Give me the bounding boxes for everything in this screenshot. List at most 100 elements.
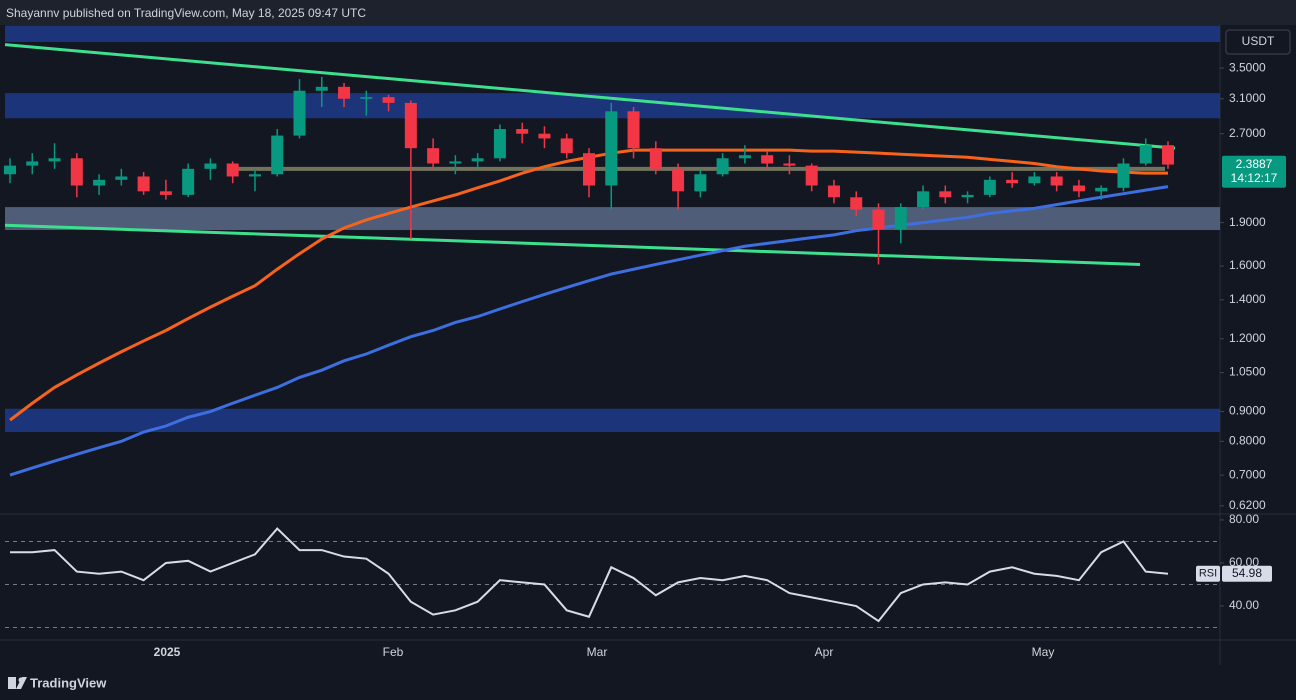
candle xyxy=(4,158,16,184)
candle xyxy=(605,102,618,210)
zone xyxy=(5,207,1220,231)
footer-bar xyxy=(0,665,1296,700)
candle-body xyxy=(961,194,974,198)
rsi-value: 54.98 xyxy=(1232,566,1262,580)
candle xyxy=(1050,172,1063,192)
x-tick-label: Apr xyxy=(815,645,834,659)
y-tick-label: 3.5000 xyxy=(1229,60,1266,74)
candle xyxy=(1006,172,1019,188)
y-tick-label: 1.6000 xyxy=(1229,258,1266,272)
candle-body xyxy=(1072,185,1085,192)
candle xyxy=(26,153,39,175)
candle xyxy=(716,153,729,177)
candle xyxy=(382,94,395,112)
candle-body xyxy=(627,111,640,149)
candle xyxy=(1095,185,1108,200)
candle xyxy=(271,129,284,177)
candle-body xyxy=(137,176,150,192)
candle xyxy=(538,126,551,149)
candle-body xyxy=(115,176,128,180)
candle-body xyxy=(204,163,217,169)
candle-body xyxy=(538,133,551,139)
publish-info: Shayannv published on TradingView.com, M… xyxy=(6,6,366,20)
rsi-tick-label: 80.00 xyxy=(1229,512,1259,526)
y-tick-label: 0.9000 xyxy=(1229,404,1266,418)
candle xyxy=(70,153,83,198)
zone xyxy=(5,25,1220,43)
candle-body xyxy=(560,138,573,154)
candle xyxy=(338,82,351,108)
candle xyxy=(48,143,61,169)
header-bar xyxy=(0,0,1296,25)
candle-body xyxy=(872,209,885,230)
candle-body xyxy=(1028,176,1041,184)
candle-body xyxy=(93,179,106,186)
x-tick-label: Feb xyxy=(383,645,404,659)
candle xyxy=(1139,138,1152,166)
rsi-name: RSI xyxy=(1199,568,1217,580)
candle xyxy=(872,203,885,265)
candle xyxy=(961,191,974,204)
rsi-value-box xyxy=(1222,565,1272,582)
rsi-tick-label: 40.00 xyxy=(1229,598,1259,612)
candle xyxy=(1072,179,1085,198)
candle-body xyxy=(360,97,373,99)
candle xyxy=(694,168,707,198)
candle xyxy=(583,148,595,198)
candle xyxy=(293,79,306,139)
candle xyxy=(315,76,328,108)
candle xyxy=(449,155,462,175)
candle xyxy=(516,122,529,144)
y-tick-label: 2.7000 xyxy=(1229,126,1266,140)
candle-body xyxy=(783,163,796,166)
trendline xyxy=(4,223,1141,266)
y-tick-label: 1.0500 xyxy=(1229,365,1266,379)
candle-body xyxy=(471,158,484,162)
candle-body xyxy=(827,185,840,198)
candle-body xyxy=(649,148,662,169)
candle xyxy=(1028,172,1041,186)
logo xyxy=(8,677,27,689)
candle xyxy=(738,145,751,164)
candle xyxy=(805,163,818,192)
candle-body xyxy=(917,191,930,208)
candle xyxy=(248,168,261,192)
moving-average xyxy=(9,185,1169,477)
candle-body xyxy=(983,179,996,195)
candle xyxy=(560,133,573,159)
price-tag xyxy=(1222,155,1286,188)
candle-body xyxy=(738,155,751,159)
candle-body xyxy=(716,158,729,175)
currency-box xyxy=(1225,29,1291,55)
candle-body xyxy=(894,207,907,230)
candle-body xyxy=(449,161,462,164)
footer-brand: TradingView xyxy=(30,675,107,690)
rsi-tick-label: 60.00 xyxy=(1229,555,1259,569)
candle-body xyxy=(4,165,16,175)
candle-body xyxy=(516,129,529,134)
candle xyxy=(850,191,863,217)
candle-body xyxy=(672,168,685,192)
candle-body xyxy=(427,148,440,164)
candle xyxy=(204,158,217,180)
candle xyxy=(649,141,662,175)
candle xyxy=(783,155,796,175)
candle xyxy=(761,151,774,169)
y-tick-label: 0.8000 xyxy=(1229,434,1266,448)
candle-body xyxy=(1050,176,1063,186)
candle-body xyxy=(293,90,306,136)
y-tick-label: 3.1000 xyxy=(1229,91,1266,105)
candle xyxy=(493,124,506,162)
x-tick-label: Mar xyxy=(587,645,608,659)
candle-body xyxy=(761,155,774,164)
candle-body xyxy=(226,163,239,177)
x-tick-label: May xyxy=(1032,645,1055,659)
candle-body xyxy=(605,111,618,186)
candle-body xyxy=(694,174,707,192)
candle-body xyxy=(70,158,83,186)
candle-body xyxy=(26,161,39,166)
candle-body xyxy=(493,129,506,159)
candle-body xyxy=(404,102,417,149)
